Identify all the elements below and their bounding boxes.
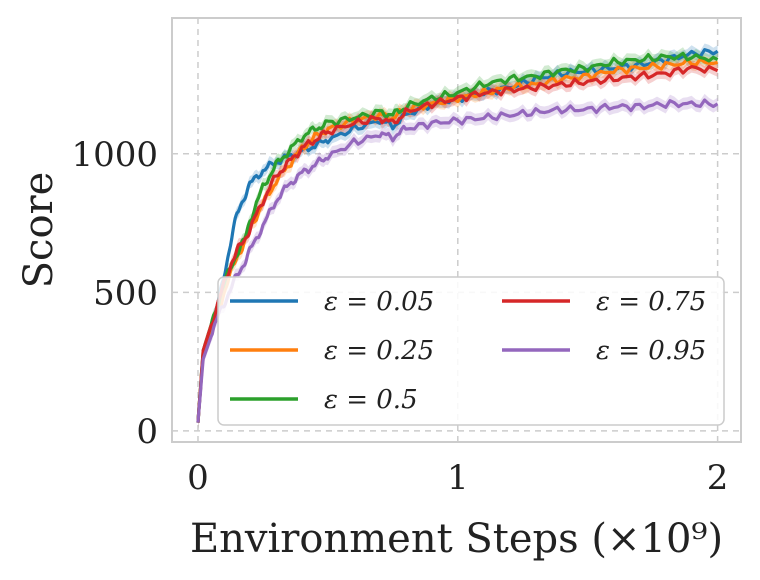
series-line — [196, 65, 719, 423]
y-tick-labels: 0 500 1000 — [71, 135, 158, 452]
legend-label: ε = 0.95 — [596, 336, 706, 366]
legend-label: ε = 0.5 — [324, 385, 418, 415]
confidence-bands — [198, 43, 718, 429]
x-tick-label: 1 — [447, 458, 469, 498]
legend: ε = 0.05 ε = 0.25 ε = 0.5 ε = 0.75 ε = 0.95 — [217, 276, 725, 426]
x-tick-labels: 0 1 2 — [187, 458, 728, 498]
legend-label: ε = 0.05 — [324, 287, 434, 317]
legend-label: ε = 0.25 — [324, 336, 434, 366]
legend-box — [217, 276, 725, 426]
series-band — [198, 43, 718, 429]
y-tick-label: 1000 — [71, 135, 158, 175]
y-tick-label: 0 — [136, 412, 158, 452]
legend-label: ε = 0.75 — [596, 287, 706, 317]
x-tick-label: 2 — [707, 458, 729, 498]
x-tick-label: 0 — [187, 458, 209, 498]
x-axis-title: Environment Steps (×10⁹) — [190, 516, 723, 562]
plot-frame — [171, 17, 742, 443]
y-tick-label: 500 — [93, 273, 158, 313]
y-axis-title: Score — [16, 172, 62, 289]
